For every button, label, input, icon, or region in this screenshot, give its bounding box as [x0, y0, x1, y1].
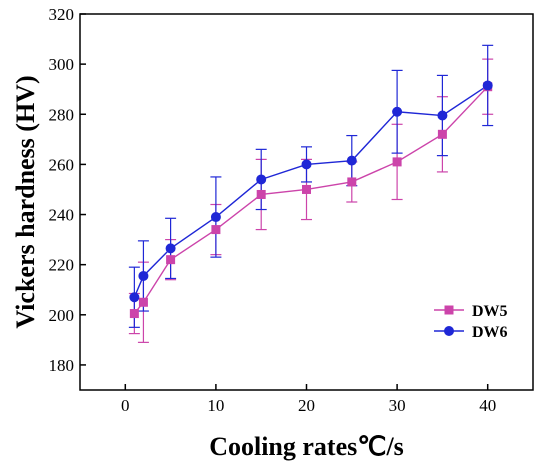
y-tick-label: 320: [49, 5, 75, 24]
x-tick-label: 40: [479, 396, 496, 415]
data-point-dw6: [392, 106, 403, 117]
data-point-dw5: [437, 129, 447, 139]
y-tick-label: 220: [49, 256, 75, 275]
y-tick-label: 240: [49, 206, 75, 225]
x-tick-label: 20: [298, 396, 315, 415]
data-point-dw6: [482, 80, 493, 91]
y-tick-label: 180: [49, 356, 75, 375]
data-point-dw6: [301, 159, 312, 170]
ticks-layer: 0 10 20 30 40 180 200 220 240 260 280 300 320: [49, 5, 497, 415]
data-point-dw5: [129, 309, 139, 319]
data-point-dw5: [392, 157, 402, 167]
series-lines-layer: [133, 84, 489, 314]
series-line-dw5: [133, 86, 489, 314]
legend-item-dw6: DW6: [434, 324, 508, 341]
data-point-dw6: [210, 212, 221, 223]
error-bars-layer: [128, 44, 494, 343]
data-point-dw5: [211, 225, 221, 235]
y-axis-title: Vickers hardness (HV): [11, 75, 40, 328]
data-point-dw5: [302, 184, 311, 194]
data-point-dw6: [256, 174, 267, 185]
legend-label-dw5: DW5: [472, 303, 508, 320]
x-tick-label: 10: [207, 396, 224, 415]
data-point-dw5: [166, 255, 176, 265]
x-tick-label: 30: [389, 396, 406, 415]
legend-item-dw5: DW5: [434, 303, 508, 320]
y-tick-label: 200: [49, 306, 75, 325]
y-tick-label: 260: [49, 155, 75, 174]
legend-label-dw6: DW6: [472, 324, 508, 341]
data-point-dw6: [129, 292, 140, 303]
x-tick-label: 0: [121, 396, 130, 415]
markers-layer: [129, 80, 493, 319]
y-tick-label: 280: [49, 105, 75, 124]
data-point-dw6: [346, 155, 357, 166]
legend-marker-dw6: [444, 326, 454, 336]
data-point-dw6: [138, 270, 149, 281]
legend-marker-dw5: [444, 305, 454, 315]
series-line-dw6: [133, 84, 489, 298]
data-point-dw5: [347, 177, 357, 187]
data-point-dw6: [165, 243, 176, 254]
data-point-dw6: [437, 110, 448, 121]
y-tick-label: 300: [49, 55, 75, 74]
data-point-dw5: [256, 189, 266, 199]
data-point-dw5: [138, 297, 148, 307]
x-axis-title: Cooling rates℃/s: [209, 432, 404, 461]
